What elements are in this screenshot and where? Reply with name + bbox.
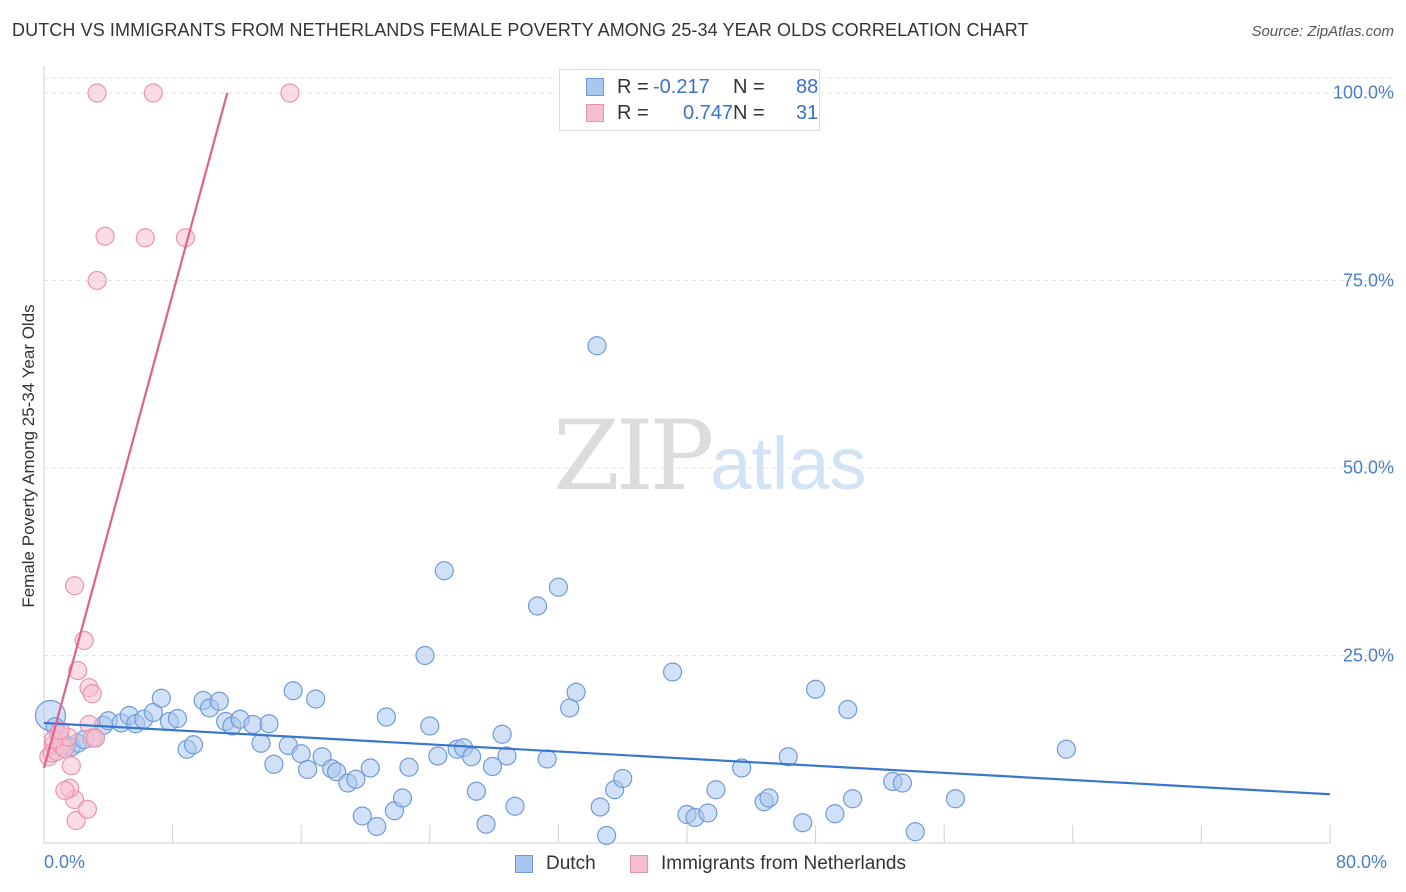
point-dutch bbox=[360, 758, 380, 778]
point-dutch bbox=[392, 788, 413, 808]
point-dutch bbox=[428, 746, 448, 766]
point-dutch bbox=[346, 769, 366, 789]
legend-r-value: -0.217 bbox=[653, 76, 710, 98]
point-dutch bbox=[706, 780, 726, 800]
point-dutch bbox=[825, 804, 845, 824]
point-dutch bbox=[842, 789, 863, 809]
watermark-atlas: atlas bbox=[710, 422, 867, 505]
point-immigrants bbox=[61, 756, 81, 776]
point-dutch bbox=[505, 796, 525, 816]
watermark-zip: ZIP bbox=[553, 400, 714, 512]
point-dutch bbox=[566, 682, 586, 702]
legend-r-label: R = bbox=[617, 102, 649, 124]
y-tick-label: 50.0% bbox=[1342, 457, 1394, 478]
point-dutch bbox=[759, 788, 779, 808]
point-dutch bbox=[537, 749, 557, 769]
point-dutch bbox=[264, 754, 284, 774]
point-dutch bbox=[251, 733, 271, 753]
point-immigrants bbox=[77, 799, 98, 819]
point-dutch bbox=[597, 825, 617, 846]
x-tick-label-max: 80.0% bbox=[1336, 852, 1388, 872]
point-dutch bbox=[793, 813, 813, 833]
point-dutch bbox=[167, 708, 188, 729]
point-immigrants bbox=[68, 660, 88, 681]
point-immigrants bbox=[87, 270, 107, 291]
legend-n-value: 88 bbox=[796, 76, 819, 98]
point-dutch bbox=[151, 688, 171, 708]
point-dutch bbox=[662, 662, 683, 682]
point-dutch bbox=[367, 816, 387, 837]
trend-line-immigrants bbox=[42, 92, 229, 769]
trend-lines bbox=[42, 92, 1331, 796]
x-tick-label-min: 0.0% bbox=[44, 852, 86, 872]
trend-line-dutch bbox=[43, 721, 1331, 796]
point-dutch bbox=[243, 714, 263, 735]
point-dutch bbox=[497, 746, 517, 766]
point-dutch bbox=[476, 814, 496, 834]
point-immigrants bbox=[87, 83, 107, 103]
point-dutch bbox=[945, 789, 966, 809]
point-dutch bbox=[805, 679, 826, 699]
point-immigrants bbox=[95, 226, 115, 246]
point-dutch bbox=[548, 577, 569, 597]
point-immigrants bbox=[82, 684, 102, 704]
point-dutch bbox=[306, 689, 326, 709]
point-dutch bbox=[698, 803, 718, 823]
watermark: ZIPatlas bbox=[553, 400, 867, 512]
y-tick-label: 25.0% bbox=[1342, 645, 1394, 665]
point-dutch bbox=[587, 336, 607, 356]
legend-r-label: R = bbox=[617, 76, 649, 98]
point-dutch bbox=[352, 806, 372, 826]
point-dutch bbox=[466, 781, 487, 801]
point-dutch bbox=[1056, 739, 1076, 759]
legend-swatch-immigrants bbox=[630, 855, 648, 873]
legend-swatch-dutch bbox=[515, 855, 533, 873]
point-dutch bbox=[298, 759, 318, 780]
point-immigrants bbox=[55, 780, 75, 801]
point-dutch bbox=[283, 681, 303, 701]
point-dutch bbox=[482, 756, 503, 777]
chart-title: DUTCH VS IMMIGRANTS FROM NETHERLANDS FEM… bbox=[12, 20, 1029, 40]
point-immigrants bbox=[280, 83, 300, 103]
legend-n-label: N = bbox=[733, 102, 765, 124]
point-dutch bbox=[492, 724, 512, 744]
point-dutch bbox=[420, 716, 440, 736]
point-dutch bbox=[415, 645, 435, 666]
point-immigrants bbox=[143, 83, 163, 103]
point-dutch bbox=[259, 714, 279, 734]
point-dutch bbox=[527, 596, 548, 616]
point-dutch bbox=[461, 747, 482, 767]
point-dutch bbox=[143, 702, 163, 723]
legend-r-value: 0.747 bbox=[683, 102, 734, 124]
grid-lines bbox=[44, 77, 1392, 656]
y-tick-label: 100.0% bbox=[1332, 82, 1394, 103]
y-tick-label: 75.0% bbox=[1342, 270, 1394, 290]
legend-swatch-dutch bbox=[586, 78, 604, 96]
point-dutch bbox=[209, 691, 229, 711]
point-immigrants bbox=[64, 576, 85, 596]
point-dutch bbox=[613, 768, 633, 789]
legend-n-label: N = bbox=[733, 76, 765, 98]
legend-label-immigrants: Immigrants from Netherlands bbox=[661, 853, 906, 874]
point-dutch bbox=[905, 822, 925, 842]
legend-label-dutch: Dutch bbox=[546, 853, 596, 874]
point-dutch bbox=[590, 797, 610, 817]
point-immigrants bbox=[135, 228, 155, 248]
point-dutch bbox=[778, 747, 798, 767]
data-points bbox=[34, 83, 1076, 846]
stats-legend: R = -0.217 N = 88 R = 0.747 N = 31 bbox=[559, 69, 820, 131]
point-dutch bbox=[892, 773, 913, 793]
legend-swatch-immigrants bbox=[586, 104, 604, 122]
source-label: Source: ZipAtlas.com bbox=[1251, 23, 1394, 40]
point-dutch bbox=[434, 561, 454, 581]
point-dutch bbox=[399, 757, 419, 777]
point-dutch bbox=[732, 758, 752, 778]
legend-n-value: 31 bbox=[796, 102, 819, 124]
point-immigrants bbox=[85, 728, 106, 748]
point-dutch bbox=[376, 707, 396, 727]
point-dutch bbox=[838, 699, 858, 720]
point-dutch bbox=[183, 735, 204, 755]
